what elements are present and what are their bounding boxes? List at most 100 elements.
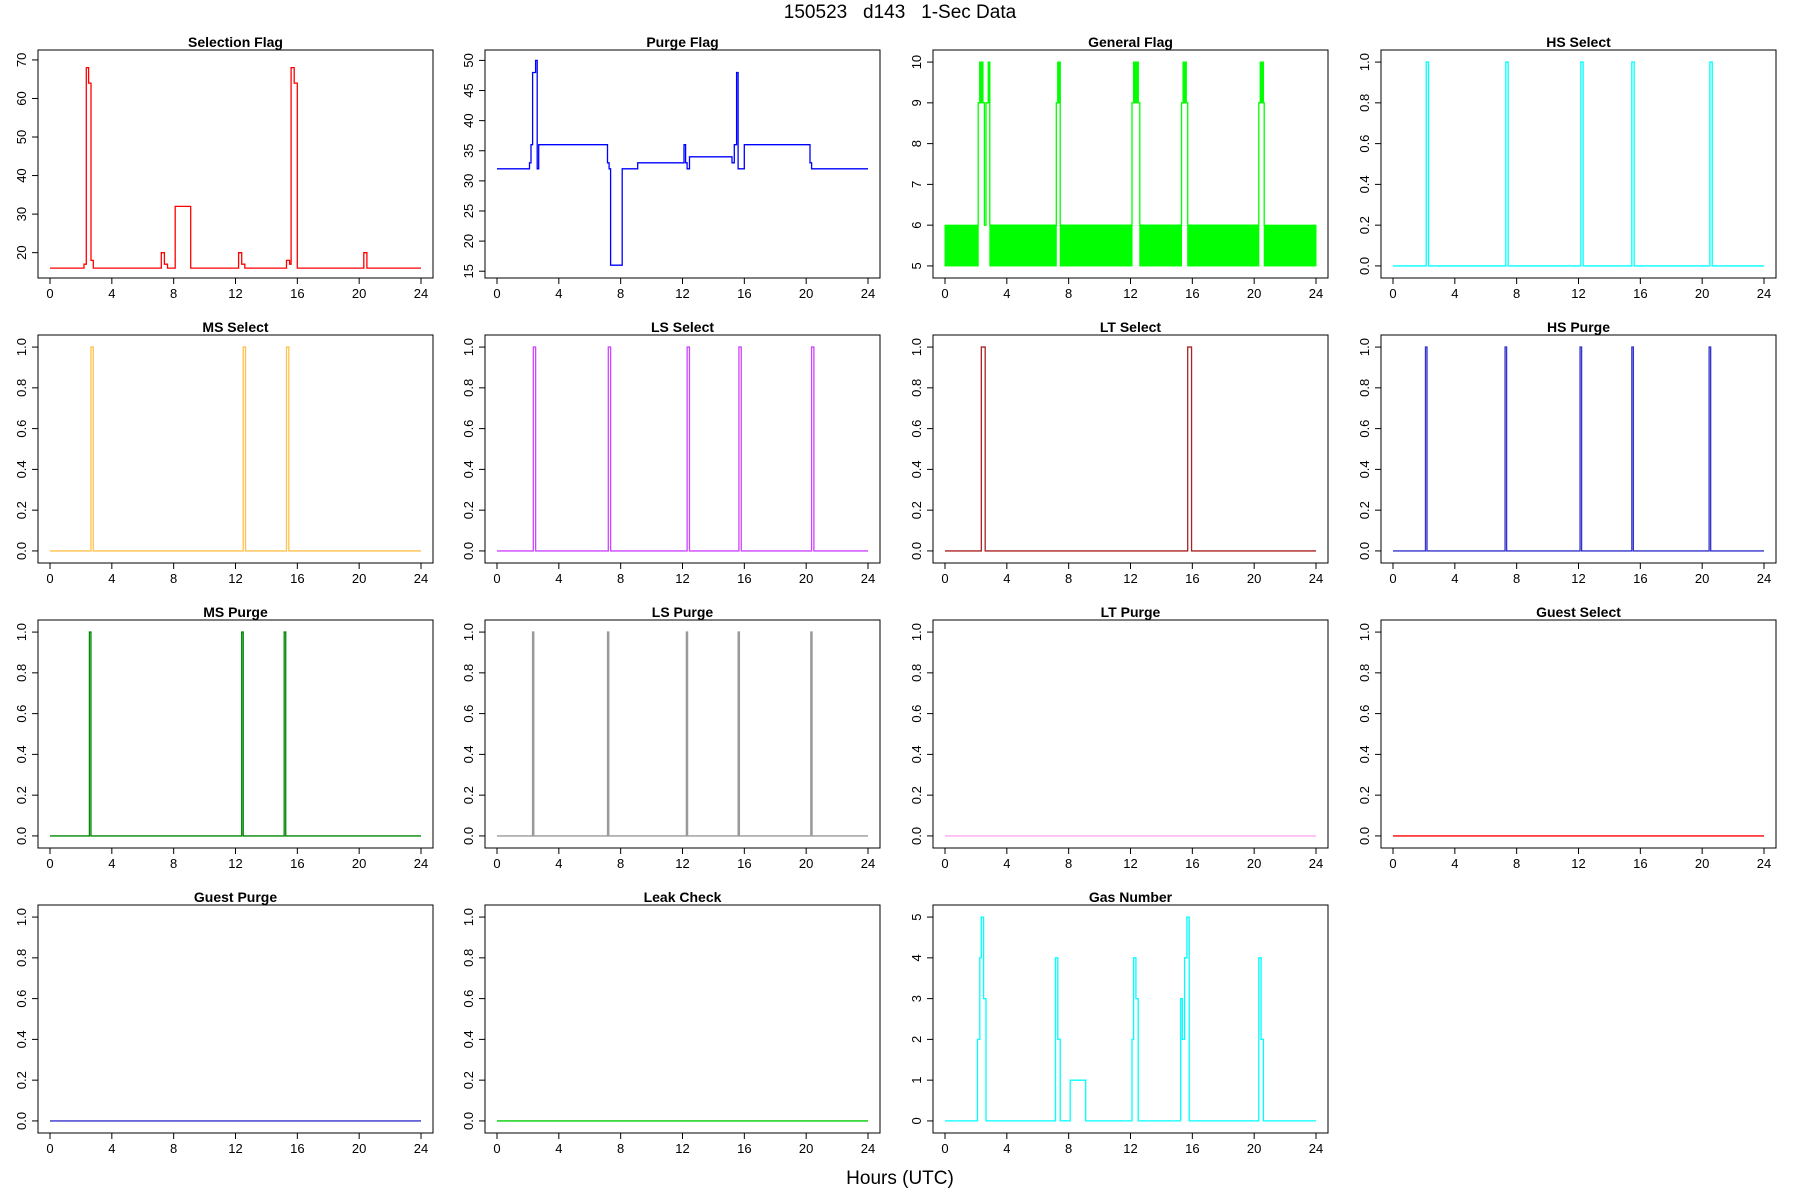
- x-tick-label: 16: [737, 856, 751, 871]
- panel-title: Purge Flag: [646, 34, 718, 50]
- y-tick-label: 0.2: [14, 1071, 29, 1089]
- y-tick-label: 1.0: [461, 908, 476, 926]
- x-tick-label: 12: [1571, 286, 1585, 301]
- y-tick-label: 0.8: [909, 379, 924, 397]
- y-tick-label: 0.2: [1357, 501, 1372, 519]
- x-tick-label: 12: [675, 856, 689, 871]
- panel-title: HS Purge: [1547, 319, 1610, 335]
- x-tick-label: 12: [1123, 571, 1137, 586]
- x-tick-label: 4: [1003, 286, 1010, 301]
- x-tick-label: 0: [46, 571, 53, 586]
- x-tick-label: 4: [1451, 571, 1458, 586]
- plot-frame: [1380, 619, 1777, 849]
- y-tick-label: 0.4: [909, 745, 924, 763]
- plot-frame: [484, 619, 881, 849]
- x-tick-label: 24: [414, 1141, 428, 1156]
- x-tick-label: 0: [1389, 856, 1396, 871]
- y-tick-label: 0.2: [14, 786, 29, 804]
- x-axis-label: Hours (UTC): [846, 1168, 954, 1189]
- y-tick-label: 30: [14, 207, 29, 221]
- x-tick-label: 24: [1757, 571, 1771, 586]
- y-tick-label: 0.6: [1357, 135, 1372, 153]
- plot-frame: [484, 49, 881, 279]
- y-tick-label: 0.4: [461, 745, 476, 763]
- panel-ms-select: MS Select 0 4 8 12 16 20 24 0.0 0.2 0.4 0.6 0.8 1.0: [14, 319, 434, 586]
- panel-title: LS Select: [651, 319, 714, 335]
- data-band: [1263, 224, 1317, 267]
- panel-general-flag: General Flag 0 4 8 12 16 20 24 5 6 7 8 9 10: [909, 34, 1329, 301]
- y-tick-label: 3: [909, 995, 924, 1002]
- x-tick-label: 4: [108, 286, 115, 301]
- x-tick-label: 0: [941, 286, 948, 301]
- y-tick-label: 1.0: [461, 623, 476, 641]
- plot-frame: [37, 334, 434, 564]
- plot-frame: [932, 334, 1329, 564]
- data-band: [989, 224, 1057, 267]
- x-tick-label: 16: [1185, 856, 1199, 871]
- x-tick-label: 0: [493, 1141, 500, 1156]
- panel-guest-select: Guest Select 0 4 8 12 16 20 24 0.0 0.2 0.4 0.6 0.8 1.…: [1357, 604, 1777, 871]
- x-tick-label: 0: [493, 571, 500, 586]
- x-tick-label: 8: [1513, 571, 1520, 586]
- x-tick-label: 0: [941, 1141, 948, 1156]
- x-tick-label: 16: [737, 571, 751, 586]
- y-tick-label: 0.0: [14, 542, 29, 560]
- x-tick-label: 24: [414, 571, 428, 586]
- x-tick-label: 24: [414, 286, 428, 301]
- x-tick-label: 8: [1065, 286, 1072, 301]
- x-tick-label: 4: [108, 856, 115, 871]
- x-tick-label: 0: [1389, 286, 1396, 301]
- series-line: [497, 346, 868, 552]
- y-tick-label: 10: [909, 55, 924, 69]
- y-tick-label: 35: [461, 144, 476, 158]
- x-tick-label: 4: [1003, 856, 1010, 871]
- x-tick-label: 24: [861, 571, 875, 586]
- panel-purge-flag: Purge Flag 0 4 8 12 16 20 24 15 20 25 30 35 40 45 50: [461, 34, 881, 301]
- y-tick-label: 1: [909, 1077, 924, 1084]
- y-tick-label: 0.0: [909, 827, 924, 845]
- data-band: [944, 224, 979, 267]
- x-tick-label: 24: [861, 856, 875, 871]
- panel-title: Guest Purge: [194, 889, 277, 905]
- y-tick-label: 45: [461, 83, 476, 97]
- panel-title: Selection Flag: [188, 34, 283, 50]
- x-tick-label: 8: [1065, 1141, 1072, 1156]
- series-line: [497, 631, 868, 837]
- panel-title: HS Select: [1546, 34, 1611, 50]
- panel-leak-check: Leak Check 0 4 8 12 16 20 24 0.0 0.2 0.4 0.6 0.8 1.0: [461, 889, 881, 1156]
- x-tick-label: 24: [1309, 286, 1323, 301]
- y-tick-label: 8: [909, 140, 924, 147]
- x-tick-label: 20: [1247, 856, 1261, 871]
- y-tick-label: 0.4: [909, 460, 924, 478]
- plot-frame: [1380, 334, 1777, 564]
- y-tick-label: 4: [909, 954, 924, 961]
- x-tick-label: 20: [1247, 571, 1261, 586]
- x-tick-label: 20: [799, 1141, 813, 1156]
- y-tick-label: 1.0: [1357, 623, 1372, 641]
- y-tick-label: 40: [14, 168, 29, 182]
- y-tick-label: 0.8: [14, 664, 29, 682]
- panel-selection-flag: Selection Flag 0 4 8 12 16 20 24 20 30 40 50 60 70: [14, 34, 434, 301]
- x-tick-label: 16: [1633, 571, 1647, 586]
- x-tick-label: 12: [228, 856, 242, 871]
- x-tick-label: 0: [493, 286, 500, 301]
- x-tick-label: 24: [861, 1141, 875, 1156]
- y-tick-label: 0.2: [461, 1071, 476, 1089]
- x-tick-label: 24: [1309, 571, 1323, 586]
- y-tick-label: 50: [14, 130, 29, 144]
- series-line: [945, 346, 1316, 552]
- panel-lt-purge: LT Purge 0 4 8 12 16 20 24 0.0 0.2 0.4 0.6 0.8 1.0: [909, 604, 1329, 871]
- y-tick-label: 0.4: [461, 1030, 476, 1048]
- panel-title: Leak Check: [644, 889, 722, 905]
- y-tick-label: 5: [909, 262, 924, 269]
- x-tick-label: 20: [352, 856, 366, 871]
- figure-title: 150523 d143 1-Sec Data: [783, 2, 1017, 23]
- y-tick-label: 0.4: [1357, 460, 1372, 478]
- panel-guest-purge: Guest Purge 0 4 8 12 16 20 24 0.0 0.2 0.4 0.6 0.8 1.0: [14, 889, 434, 1156]
- y-tick-label: 1.0: [909, 623, 924, 641]
- y-tick-label: 2: [909, 1036, 924, 1043]
- y-tick-label: 0.6: [461, 990, 476, 1008]
- series-line: [1393, 61, 1764, 267]
- x-tick-label: 4: [1451, 286, 1458, 301]
- y-tick-label: 1.0: [909, 338, 924, 356]
